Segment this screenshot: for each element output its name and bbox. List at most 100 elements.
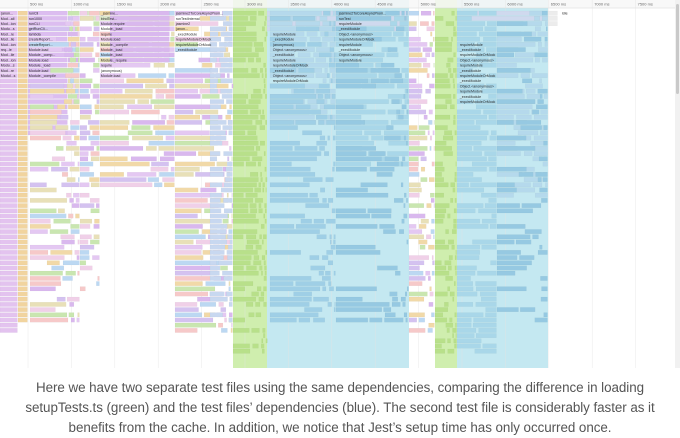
- flame-frame: [401, 104, 407, 110]
- flame-frame: [456, 36, 480, 42]
- flame-frame: [488, 73, 497, 78]
- flame-frame: [90, 88, 100, 94]
- frame-label: jasmine2ToCoreAsyncProm...: [338, 12, 386, 16]
- flame-frame: [76, 317, 80, 323]
- flame-frame: [473, 146, 497, 151]
- flame-frame: [202, 94, 220, 99]
- flame-frame: [226, 192, 229, 198]
- flame-frame: [408, 328, 426, 333]
- flame-frame: [231, 322, 233, 328]
- flame-frame: [376, 161, 399, 167]
- flame-frame: [456, 302, 474, 307]
- flame-chart-canvas[interactable]: 500 ms 1000 ms 1500 ms 2000 ms 2500 ms 3000 m…: [0, 0, 680, 368]
- flame-frame: [174, 161, 215, 167]
- flame-frame: [29, 26, 70, 32]
- flame-frame: [0, 224, 18, 229]
- flame-frame: [269, 213, 305, 219]
- flame-frame: [454, 177, 457, 182]
- flame-frame: [99, 120, 130, 125]
- flame-frame: [174, 312, 203, 318]
- flame-frame: [99, 156, 128, 162]
- frame-label: Object.<anonymous>: [339, 32, 373, 36]
- flame-frame: [489, 166, 497, 172]
- flame-frame: [300, 218, 312, 224]
- flame-frame: [386, 52, 399, 58]
- flame-frame: [496, 36, 522, 42]
- flame-frame: [93, 62, 100, 68]
- flame-frame: [434, 348, 446, 354]
- flame-frame: [218, 322, 224, 328]
- flame-frame: [17, 125, 28, 130]
- flame-frame: [17, 270, 28, 276]
- flame-chart[interactable]: 500 ms 1000 ms 1500 ms 2000 ms 2500 ms 3000 m…: [0, 0, 680, 368]
- flame-frame: [533, 151, 548, 156]
- flame-frame: [309, 255, 320, 260]
- flame-frame: [174, 88, 199, 94]
- flame-frame: [0, 73, 18, 78]
- flame-frame: [205, 281, 226, 286]
- ruler-tick-label: 7000 ms: [594, 2, 609, 7]
- flame-frame: [456, 88, 480, 94]
- flame-frame: [65, 270, 76, 276]
- flame-frame: [541, 286, 548, 292]
- flame-frame: [0, 104, 18, 110]
- flame-frame: [66, 177, 76, 182]
- flame-frame: [431, 218, 435, 224]
- flame-frame: [61, 172, 69, 177]
- flame-frame: [518, 172, 534, 177]
- flame-frame: [75, 198, 80, 203]
- flame-frame: [174, 255, 204, 260]
- flame-frame: [434, 213, 445, 219]
- flame-frame: [456, 10, 478, 16]
- flame-frame: [322, 255, 329, 260]
- flame-frame: [29, 94, 54, 99]
- flame-frame: [62, 135, 72, 141]
- flame-frame: [408, 161, 419, 167]
- flame-frame: [408, 36, 421, 42]
- frame-label: Module.load: [29, 48, 49, 52]
- flame-frame: [335, 213, 371, 219]
- flame-frame: [227, 156, 230, 162]
- frame-label: requireModule: [339, 22, 362, 26]
- flame-frame: [92, 31, 100, 37]
- ruler-tick-label: 6500 ms: [551, 2, 566, 7]
- flame-frame: [515, 239, 532, 245]
- flame-frame: [269, 317, 297, 323]
- flame-frame: [227, 234, 233, 240]
- flame-frame: [434, 291, 448, 297]
- flame-frame: [17, 120, 28, 125]
- flame-frame: [246, 265, 257, 271]
- flame-frame: [431, 73, 435, 78]
- flame-frame: [0, 265, 18, 271]
- flame-frame: [95, 52, 100, 58]
- flame-frame: [491, 130, 497, 136]
- flame-frame: [46, 260, 60, 266]
- vertical-scrollbar[interactable]: [675, 0, 680, 368]
- flame-frame: [90, 140, 100, 146]
- scrollbar-thumb[interactable]: [676, 4, 679, 94]
- flame-frame: [496, 250, 521, 255]
- ruler-tick-label: 5500 ms: [464, 2, 479, 7]
- flame-frame: [455, 161, 457, 167]
- flame-frame: [232, 140, 259, 146]
- flame-frame: [445, 99, 452, 104]
- flame-frame: [261, 343, 265, 349]
- flame-frame: [248, 99, 261, 104]
- flame-frame: [543, 94, 548, 99]
- flame-frame: [55, 146, 64, 151]
- flame-frame: [174, 166, 200, 172]
- flame-frame: [29, 213, 67, 219]
- flame-frame: [174, 192, 213, 198]
- flame-frame: [263, 88, 266, 94]
- flame-frame: [95, 203, 100, 208]
- flame-frame: [332, 10, 336, 16]
- flame-frame: [79, 83, 92, 89]
- flame-frame: [419, 244, 426, 250]
- flame-frame: [482, 218, 497, 224]
- flame-frame: [456, 317, 472, 323]
- flame-frame: [392, 99, 400, 104]
- flame-frame: [29, 47, 63, 52]
- flame-frame: [259, 125, 266, 130]
- flame-frame: [75, 83, 80, 89]
- flame-frame: [408, 172, 420, 177]
